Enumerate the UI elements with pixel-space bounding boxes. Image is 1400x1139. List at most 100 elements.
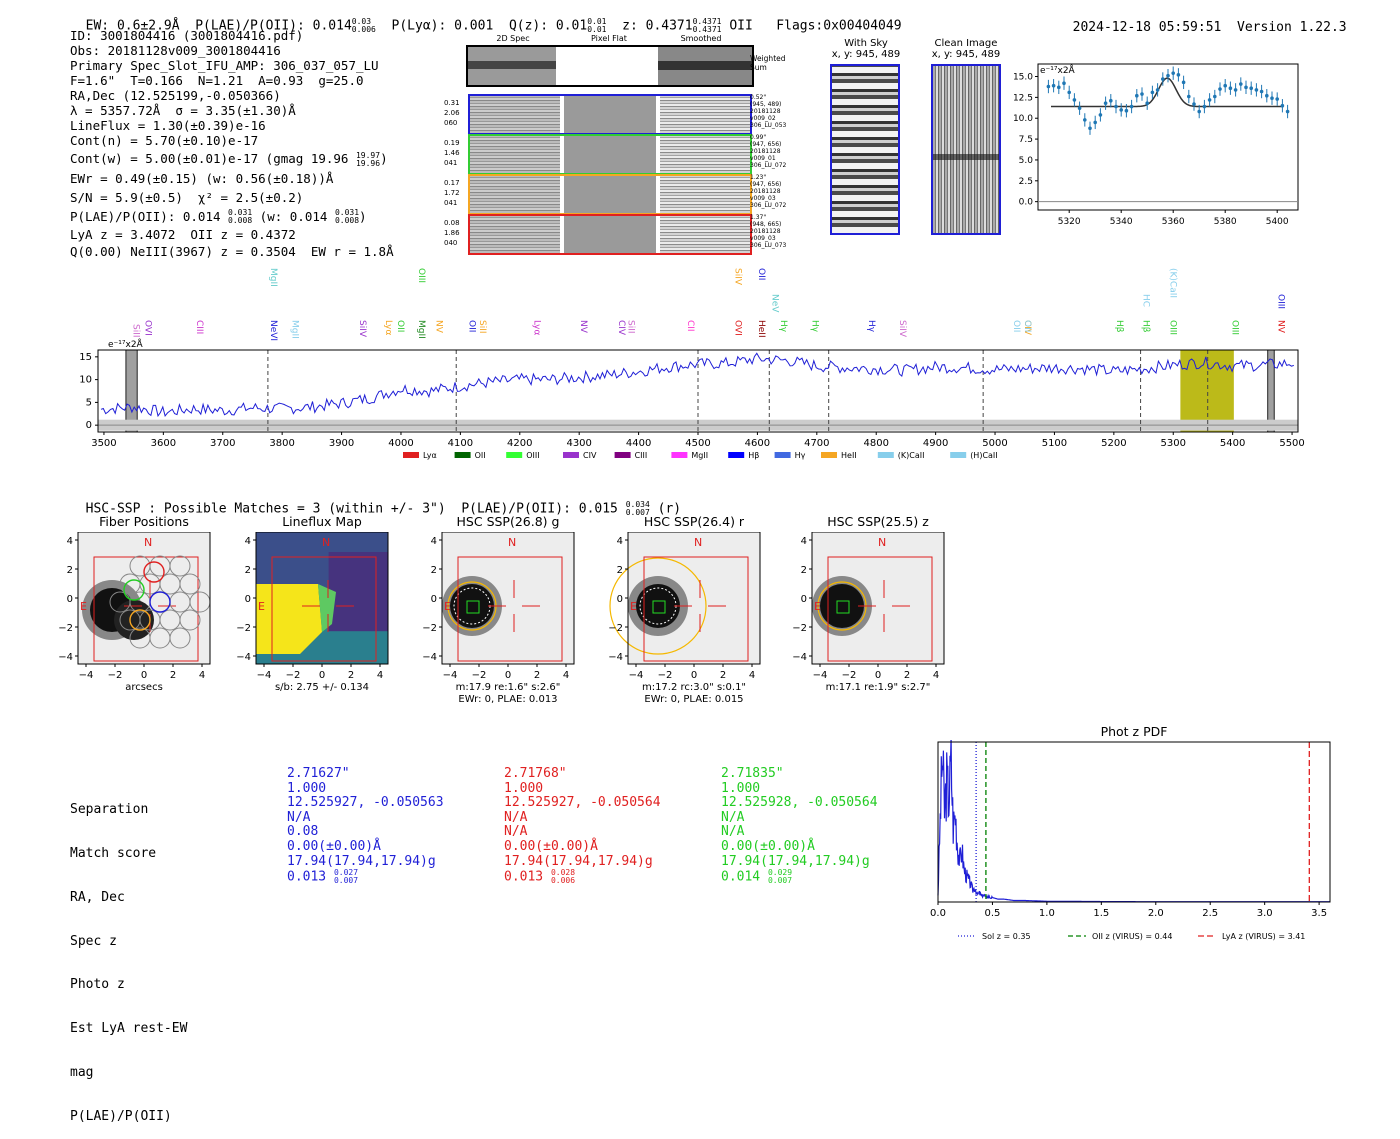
hsc-panel-title: HSC SSP(26.4) r	[643, 514, 745, 529]
cutout-meta-line: 20181128	[750, 108, 781, 115]
zoom-data-point	[1088, 126, 1092, 131]
hsc-panel-title: HSC SSP(26.8) g	[456, 514, 560, 529]
header-qz-hi: 0.01	[587, 17, 607, 26]
spectrum-xtick-label: 4000	[388, 438, 413, 449]
weighted-sum-label: Weighted Sum	[750, 54, 786, 72]
legend-swatch	[454, 452, 471, 458]
spectrum-ylabel: e⁻¹⁷x2Å	[108, 338, 144, 350]
emission-line-label: NV	[578, 320, 588, 334]
zoom-data-point	[1093, 120, 1097, 125]
zoom-data-point	[1171, 71, 1175, 75]
cutout-row-meta: 0.99" (947, 656) 20181128 v009_01 306_LU_072	[750, 134, 796, 169]
cutout-meta-line: 1.37"	[750, 214, 767, 221]
lineflux-map-region	[328, 552, 388, 632]
match-column: 2.71768" 1.000 12.525927, -0.050564 N/A N/A 0…	[504, 766, 661, 885]
cutout-meta-line: v009_03	[750, 235, 776, 242]
north-label: N	[144, 536, 152, 549]
zoom-data-point	[1155, 88, 1160, 92]
zoom-data-point	[1259, 89, 1264, 94]
info-lineflux: LineFlux = 1.30(±0.39)e-16	[70, 118, 266, 133]
panel-xtick-label: 2	[904, 670, 910, 681]
fiber-circle-highlight	[149, 591, 171, 613]
aperture-box	[271, 556, 377, 662]
zoom-data-point	[1176, 73, 1181, 77]
galaxy-core	[450, 584, 494, 628]
spectrum-xtick-label: 4900	[923, 438, 948, 449]
zoom-data-point	[1062, 81, 1066, 85]
zoom-axes-frame	[1037, 63, 1299, 211]
panel-xtick-label: −4	[813, 670, 828, 681]
tbl-label-photoz: Photo z	[70, 977, 125, 993]
photz-axes-frame	[937, 741, 1331, 903]
panel-caption: m:17.9 re:1.6" s:2.6"	[456, 682, 561, 693]
match-radec: 12.525927, -0.050563	[287, 795, 444, 811]
emission-line-label: OII	[1011, 320, 1021, 332]
spectrum-xtick-label: 3700	[210, 438, 235, 449]
info-lya: LyA z = 3.4072 OII z = 0.4372	[70, 227, 296, 242]
panel-ytick-label: −2	[58, 623, 73, 634]
info-sn: S/N = 5.9(±0.5) χ² = 2.5(±0.2)	[70, 189, 304, 205]
emission-line-label: Hβ	[1114, 320, 1124, 333]
cutout-stat: 060	[444, 119, 458, 127]
cutout-smoothed	[660, 176, 750, 213]
panel-xtick-label: 4	[749, 670, 755, 681]
match-plae-hi: 0.029	[767, 868, 793, 878]
panel-ytick-label: −4	[422, 652, 437, 663]
match-specz: N/A	[504, 809, 528, 825]
emission-line-label: Hγ	[866, 320, 876, 333]
hsc-panel-title: HSC SSP(25.5) z	[827, 514, 929, 529]
match-radec: 12.525928, -0.050564	[721, 795, 878, 811]
panel-ytick-label: 0	[431, 594, 437, 605]
cutout-meta-line: (945, 489)	[750, 101, 782, 108]
tbl-label-ew: Est LyA rest-EW	[70, 1021, 188, 1037]
panel-ytick-label: 0	[617, 594, 623, 605]
cutout-row-image	[468, 134, 752, 175]
zoom-data-point	[1249, 86, 1253, 90]
zoom-ytick-label: 12.5	[1013, 93, 1033, 103]
panel-ytick-label: −4	[608, 652, 623, 663]
cutout-stat: 2.06	[444, 109, 460, 117]
emission-line-label: OII	[395, 320, 405, 332]
match-marker	[836, 600, 850, 614]
panel-caption: m:17.2 rc:3.0" s:0.1"	[642, 682, 746, 693]
legend-label: OII	[475, 451, 486, 460]
zoom-ytick-label: 10.0	[1013, 114, 1033, 124]
tbl-label-specz: Spec z	[70, 933, 117, 949]
clean-image	[931, 64, 1001, 235]
spectrum-xtick-label: 3500	[91, 438, 116, 449]
legend-swatch	[614, 452, 631, 458]
cutout-stat: 040	[444, 239, 458, 247]
spectrum-xtick-label: 4400	[626, 438, 651, 449]
info-block: ID: 3001804416 (3001804416.pdf) Obs: 201…	[70, 28, 394, 259]
cutout-2dspec	[470, 176, 560, 213]
legend-swatch	[403, 452, 419, 458]
info-q: Q(0.00) NeIII(3967) z = 0.3504 EW r = 1.…	[70, 244, 394, 259]
emission-line-label: Lyα	[532, 320, 542, 336]
lineflux-map-region	[318, 584, 336, 632]
match-plae-row: 0.013 0.028 0.006	[504, 869, 661, 885]
zoom-data-point	[1254, 88, 1259, 92]
zoom-data-point	[1187, 94, 1191, 99]
panel-xtick-label: 2	[170, 670, 176, 681]
emission-line-label: NeVI	[268, 320, 278, 341]
zoom-data-point	[1067, 90, 1071, 95]
emission-line-label: SiII	[626, 320, 636, 334]
panel-xtick-label: −2	[472, 670, 487, 681]
zoom-data-point	[1129, 104, 1134, 109]
legend-swatch	[728, 452, 745, 458]
photz-xtick-label: 3.0	[1257, 908, 1273, 919]
info-contw-hi: 19.97	[355, 150, 381, 160]
aperture-box	[457, 556, 563, 662]
legend-swatch	[774, 452, 791, 458]
match-marker	[652, 600, 666, 614]
fiber-circle-highlight	[123, 579, 145, 601]
east-label: E	[444, 600, 451, 613]
cutout-row-stats: 0.08 1.86 040	[444, 218, 466, 248]
emission-line-label: (K)CaII	[1167, 268, 1177, 298]
east-label: E	[258, 600, 265, 613]
zoom-data-point	[1233, 88, 1238, 92]
cutout-meta-line: v009_01	[750, 155, 776, 162]
legend-label: Lyα	[423, 451, 437, 460]
cutout-pixelflat	[564, 96, 656, 133]
